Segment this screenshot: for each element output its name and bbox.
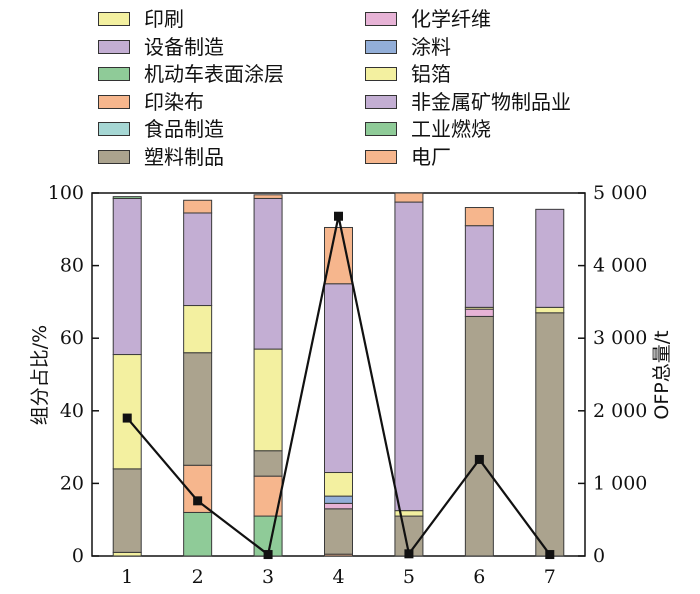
legend-label: 化学纤维 bbox=[411, 7, 491, 31]
legend-swatch bbox=[365, 67, 397, 81]
bar-segment bbox=[394, 192, 424, 203]
bar-segment bbox=[464, 308, 494, 317]
bar-segment bbox=[183, 511, 213, 557]
x-tick-label: 1 bbox=[121, 566, 133, 588]
legend-label: 非金属矿物制品业 bbox=[411, 89, 571, 114]
legend-swatch bbox=[365, 122, 397, 136]
ofp-point bbox=[122, 413, 132, 423]
legend-item: 非金属矿物制品业 bbox=[365, 91, 571, 113]
legend-label: 铝箔 bbox=[411, 62, 451, 86]
bar-segment bbox=[112, 468, 142, 553]
legend-swatch bbox=[98, 94, 130, 109]
x-tick-label: 3 bbox=[262, 566, 274, 588]
ofp-point bbox=[474, 454, 484, 464]
x-tick-label: 5 bbox=[403, 566, 415, 588]
bars bbox=[112, 192, 565, 557]
legend-item: 设备制造 bbox=[98, 36, 224, 58]
legend-item: 工业燃烧 bbox=[365, 118, 491, 140]
bar-segment bbox=[464, 225, 494, 308]
y2-tick-label: 5 000 bbox=[593, 182, 647, 204]
tick-labels: 0 20 40 60 80 100 0 1 000 2 000 3 000 4 000 5 000 1 2… bbox=[48, 182, 648, 588]
ofp-line bbox=[122, 211, 555, 560]
legend-swatch bbox=[365, 39, 397, 54]
y-tick-label: 80 bbox=[60, 255, 84, 277]
bar-segment bbox=[535, 208, 565, 308]
legend-label: 设备制造 bbox=[144, 34, 224, 59]
legend-swatch bbox=[98, 122, 130, 136]
legend-swatch bbox=[365, 94, 397, 109]
bar-segment bbox=[324, 495, 353, 504]
bar-segment bbox=[535, 306, 565, 314]
y-tick-label: 0 bbox=[72, 545, 84, 567]
legend-label: 印染布 bbox=[144, 89, 204, 114]
bar-segment bbox=[112, 551, 142, 557]
legend-swatch bbox=[98, 39, 130, 54]
y-axis-label: 组分占比/% bbox=[29, 325, 51, 425]
bar-segment bbox=[464, 207, 494, 227]
bar-segment bbox=[183, 199, 213, 214]
legend-label: 电厂 bbox=[411, 144, 451, 169]
bar-segment bbox=[253, 348, 283, 452]
bar-segment bbox=[324, 226, 353, 285]
legend-item: 塑料制品 bbox=[98, 146, 224, 168]
legend-item: 电厂 bbox=[365, 146, 451, 168]
legend-label: 食品制造 bbox=[144, 117, 224, 141]
bar-segment bbox=[535, 312, 565, 557]
legend-item: 印刷 bbox=[98, 8, 184, 30]
x-tick-label: 7 bbox=[544, 566, 556, 588]
x-tick-label: 4 bbox=[332, 566, 344, 588]
legend-label: 工业燃烧 bbox=[411, 117, 491, 141]
legend-swatch bbox=[98, 67, 130, 81]
x-tick-label: 2 bbox=[192, 566, 204, 588]
legend-swatch bbox=[98, 149, 130, 164]
bar-segment bbox=[112, 354, 142, 470]
bar-segment bbox=[324, 508, 353, 555]
bar-segment bbox=[253, 450, 283, 477]
y-tick-label: 40 bbox=[60, 400, 84, 422]
legend-item: 涂料 bbox=[365, 36, 451, 58]
ofp-point bbox=[334, 211, 343, 221]
legend-label: 塑料制品 bbox=[144, 144, 224, 169]
bar-segment bbox=[464, 315, 494, 557]
legend-item: 机动车表面涂层 bbox=[98, 63, 284, 85]
bar-segment bbox=[324, 472, 353, 497]
legend-item: 铝箔 bbox=[365, 63, 451, 85]
legend-label: 机动车表面涂层 bbox=[144, 62, 284, 86]
legend-item: 食品制造 bbox=[98, 118, 224, 140]
x-tick-label: 6 bbox=[473, 566, 485, 588]
bar-segment bbox=[253, 197, 283, 350]
y2-tick-label: 4 000 bbox=[593, 255, 647, 277]
legend-label: 涂料 bbox=[411, 34, 451, 59]
y2-tick-label: 3 000 bbox=[593, 327, 647, 349]
bar-segment bbox=[112, 197, 142, 356]
bar-segment bbox=[394, 201, 424, 512]
legend-item: 印染布 bbox=[98, 91, 204, 113]
legend-item: 化学纤维 bbox=[365, 8, 491, 30]
bar-segment bbox=[324, 502, 353, 510]
ofp-point bbox=[263, 550, 273, 560]
bar-segment bbox=[324, 283, 353, 474]
ofp-point bbox=[545, 550, 555, 560]
legend: 印刷设备制造机动车表面涂层 印染布食品制造塑料制品 化学纤维涂料铝箔非金属矿物制品业… bbox=[0, 0, 700, 180]
ofp-point bbox=[404, 549, 414, 559]
legend-label: 印刷 bbox=[144, 7, 184, 31]
y-tick-label: 60 bbox=[60, 327, 84, 349]
y2-axis-label: OFP总量/t bbox=[651, 330, 673, 419]
ofp-point bbox=[193, 496, 203, 506]
y-tick-label: 20 bbox=[60, 472, 84, 494]
legend-swatch bbox=[98, 12, 130, 26]
bar-segment bbox=[253, 194, 283, 199]
y2-tick-label: 0 bbox=[593, 545, 605, 567]
y-tick-label: 100 bbox=[48, 182, 84, 204]
bar-segment bbox=[183, 212, 213, 307]
legend-swatch bbox=[365, 12, 397, 26]
y2-tick-label: 1 000 bbox=[593, 472, 647, 494]
bar-segment bbox=[183, 352, 213, 466]
legend-swatch bbox=[365, 149, 397, 164]
bar-segment bbox=[112, 196, 142, 199]
y2-tick-label: 2 000 bbox=[593, 400, 647, 422]
bar-segment bbox=[183, 305, 213, 354]
